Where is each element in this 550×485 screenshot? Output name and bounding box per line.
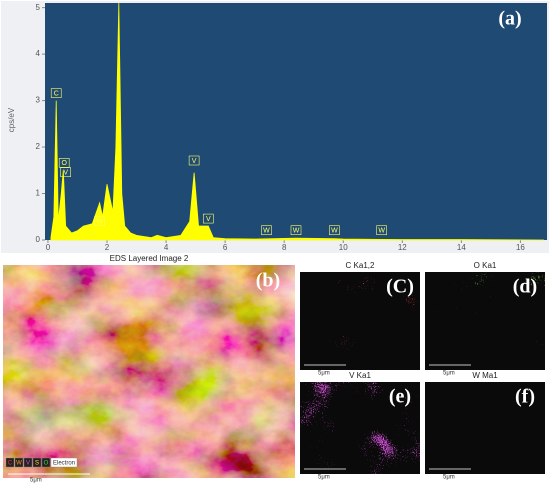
legend-label: S xyxy=(35,461,39,467)
y-tick-label: 2 xyxy=(36,142,41,151)
peak-label: O xyxy=(61,160,67,167)
panel-title: C Ka1,2 xyxy=(346,261,375,270)
panel-title: EDS Layered Image 2 xyxy=(110,254,189,263)
panel-title: V Ka1 xyxy=(349,371,371,380)
scale-label: 5μm xyxy=(443,475,455,481)
element-map xyxy=(425,382,545,474)
peak-label: V xyxy=(206,216,211,223)
x-tick-label: 4 xyxy=(164,243,169,252)
x-tick-label: 8 xyxy=(282,243,287,252)
legend-label: C xyxy=(8,461,13,467)
y-tick-label: 4 xyxy=(36,49,41,58)
legend-swatch xyxy=(5,457,15,468)
scale-label: 5μm xyxy=(443,371,455,377)
scale-label: 5μm xyxy=(318,371,330,377)
y-axis-label: cps/eV xyxy=(7,107,16,132)
x-tick-label: 10 xyxy=(339,243,348,252)
legend-swatch xyxy=(23,457,33,468)
element-map xyxy=(425,272,545,370)
peak-box xyxy=(376,225,387,236)
plot-area xyxy=(45,3,547,240)
peak-box xyxy=(329,225,340,236)
legend-label: W xyxy=(16,461,22,467)
x-tick-label: 14 xyxy=(457,243,466,252)
peak-label: W xyxy=(378,228,385,235)
peak-label: W xyxy=(263,228,270,235)
panel-label: (f) xyxy=(515,386,535,408)
element-map xyxy=(300,272,420,370)
y-tick-label: 5 xyxy=(36,3,41,12)
peak-box xyxy=(290,225,302,236)
legend-label: Electron xyxy=(53,461,75,467)
panel-label: (a) xyxy=(498,8,521,30)
y-tick-label: 0 xyxy=(36,235,41,244)
legend-swatch xyxy=(41,457,51,468)
x-tick-label: 12 xyxy=(398,243,407,252)
panel-title: O Ka1 xyxy=(474,261,497,270)
scale-label: 5μm xyxy=(30,478,42,484)
legend-swatch xyxy=(14,457,24,468)
peak-box xyxy=(202,213,214,224)
peak-box xyxy=(261,225,272,236)
panel-label: (C) xyxy=(386,276,414,298)
x-tick-label: 6 xyxy=(223,243,228,252)
scale-label: 5μm xyxy=(318,475,330,481)
peak-box xyxy=(94,216,105,226)
peak-label: W xyxy=(331,228,338,235)
peak-label: V xyxy=(63,169,68,176)
legend-swatch xyxy=(32,457,42,468)
peak-box xyxy=(50,88,62,98)
legend-label: O xyxy=(44,461,49,467)
peak-label: W xyxy=(293,228,300,235)
y-tick-label: 1 xyxy=(36,189,41,198)
peak-label: C xyxy=(54,90,59,97)
peak-label: V xyxy=(192,158,197,165)
y-tick-label: 3 xyxy=(36,96,41,105)
legend-swatch xyxy=(50,457,78,468)
legend-label: V xyxy=(26,461,30,467)
panel-title: W Ma1 xyxy=(472,371,498,380)
peak-box xyxy=(188,155,200,166)
element-map xyxy=(300,382,420,474)
peak-label: W xyxy=(96,218,103,225)
x-tick-label: 2 xyxy=(105,243,110,252)
panel-label: (d) xyxy=(513,276,537,298)
peak-box xyxy=(60,167,71,177)
x-tick-label: 0 xyxy=(46,243,51,252)
panel-label: (e) xyxy=(389,386,411,408)
sem-image xyxy=(3,265,295,478)
panel-label: (b) xyxy=(256,270,280,292)
x-tick-label: 16 xyxy=(516,243,525,252)
